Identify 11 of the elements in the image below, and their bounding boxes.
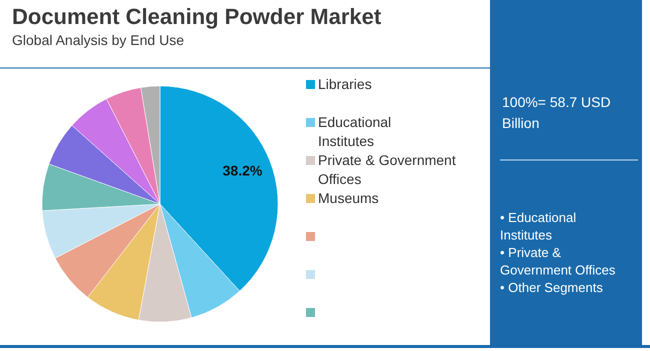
text: • Educational Institutes bbox=[500, 210, 576, 242]
legend-label: Museums bbox=[318, 190, 379, 206]
legend-label: Educational Institutes bbox=[318, 114, 392, 149]
data-label: 38.2% bbox=[222, 162, 263, 179]
legend-label: Private & Government Offices bbox=[318, 152, 456, 187]
chart-title: Document Cleaning Powder Market bbox=[12, 4, 382, 29]
text: 100%= 58.7 USD Billion bbox=[502, 94, 611, 131]
text: • Other Segments bbox=[500, 280, 604, 295]
chart-subtitle: Global Analysis by End Use bbox=[12, 32, 184, 48]
legend-label: Libraries bbox=[318, 76, 372, 92]
text: • Private & Government Offices bbox=[500, 245, 616, 278]
